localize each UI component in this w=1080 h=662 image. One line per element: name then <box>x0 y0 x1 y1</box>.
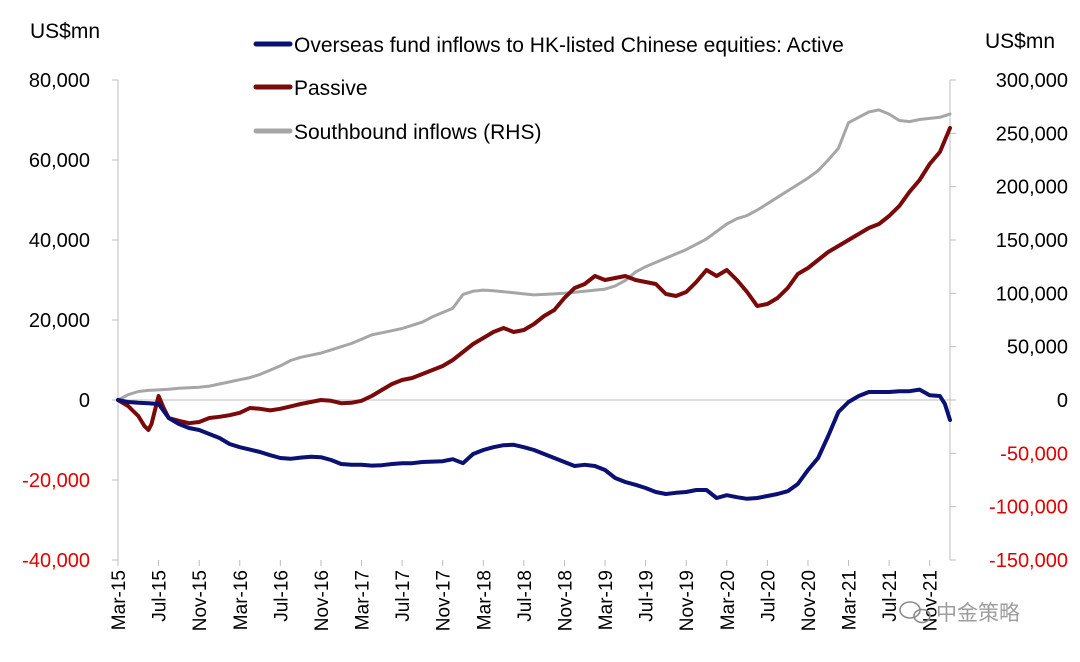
legend: Overseas fund inflows to HK-listed Chine… <box>253 34 844 144</box>
x-tick-label: Nov-21 <box>921 570 942 631</box>
right-tick-label: 300,000 <box>996 70 1068 92</box>
x-tick-label: Jul-19 <box>637 570 658 622</box>
x-tick-label: Nov-15 <box>190 570 211 631</box>
right-tick-label: -100,000 <box>989 497 1068 519</box>
series-line-southbound <box>116 108 952 402</box>
left-axis-unit: US$mn <box>30 20 100 43</box>
right-axis-ticks: 300,000 250,000 200,000 150,000 100,000 50,00… <box>950 70 1068 572</box>
right-tick-label: 50,000 <box>1007 337 1068 359</box>
left-tick-label: 80,000 <box>29 70 90 92</box>
legend-label-active: Overseas fund inflows to HK-listed Chine… <box>294 34 844 57</box>
right-tick-label: 150,000 <box>996 230 1068 252</box>
x-tick-label: Mar-19 <box>596 570 617 630</box>
axes <box>117 80 951 560</box>
x-tick-label: Nov-17 <box>434 570 455 631</box>
right-tick-label: 200,000 <box>996 177 1068 199</box>
x-tick-label: Jul-16 <box>271 570 292 622</box>
x-tick-label: Mar-15 <box>109 570 130 630</box>
right-tick-label: -50,000 <box>1000 443 1068 465</box>
wechat-icon <box>899 601 931 624</box>
x-tick-label: Jul-17 <box>393 570 414 622</box>
watermark: 中金策略 <box>899 601 1020 625</box>
right-tick-label: 0 <box>1057 390 1068 412</box>
left-tick-label: 60,000 <box>29 150 90 172</box>
x-tick-label: Mar-17 <box>353 570 374 630</box>
x-tick-label: Jul-15 <box>150 570 171 622</box>
x-tick-label: Mar-16 <box>231 570 252 630</box>
x-tick-label: Jul-18 <box>515 570 536 622</box>
legend-label-passive: Passive <box>294 77 368 100</box>
x-tick-label: Nov-20 <box>799 570 820 631</box>
x-tick-label: Mar-18 <box>474 570 495 630</box>
right-axis-unit: US$mn <box>985 30 1055 53</box>
x-tick-label: Mar-21 <box>840 570 861 630</box>
x-tick-label: Nov-18 <box>555 570 576 631</box>
right-tick-label: -150,000 <box>989 550 1068 572</box>
left-axis-ticks: 80,000 60,000 40,000 20,000 0 -20,000 -40,000 <box>22 70 118 572</box>
right-tick-label: 250,000 <box>996 123 1068 145</box>
x-tick-label: Nov-16 <box>312 570 333 631</box>
series-lines <box>116 108 952 501</box>
watermark-text: 中金策略 <box>936 601 1020 625</box>
left-tick-label: -40,000 <box>22 550 90 572</box>
x-tick-label: Nov-19 <box>677 570 698 631</box>
legend-label-southbound: Southbound inflows (RHS) <box>294 121 541 144</box>
series-line-passive <box>116 126 952 432</box>
series-line-active <box>116 387 952 501</box>
x-tick-label: Jul-21 <box>880 570 901 622</box>
left-tick-label: 40,000 <box>29 230 90 252</box>
left-tick-label: 20,000 <box>29 310 90 332</box>
right-tick-label: 100,000 <box>996 283 1068 305</box>
x-axis-ticks: Mar-15 Jul-15 Nov-15 Mar-16 Jul-16 Nov-16 Mar-… <box>109 560 942 631</box>
left-tick-label: 0 <box>79 390 90 412</box>
x-tick-label: Jul-20 <box>758 570 779 622</box>
x-tick-label: Mar-20 <box>718 570 739 630</box>
left-tick-label: -20,000 <box>22 470 90 492</box>
